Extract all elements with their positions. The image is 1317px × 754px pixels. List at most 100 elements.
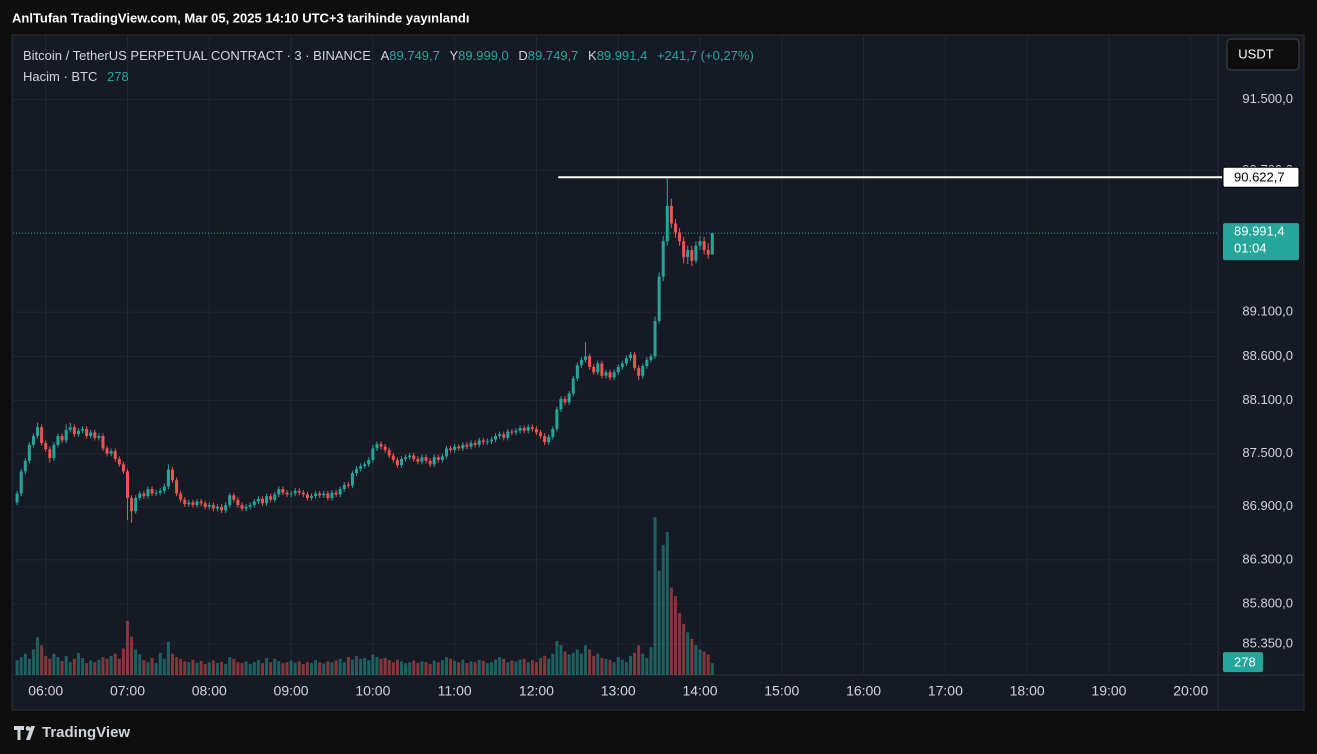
volume-bar <box>530 660 534 675</box>
candle-body <box>428 460 432 465</box>
volume-bar <box>350 659 354 675</box>
volume-bar <box>669 587 673 675</box>
candle-body <box>289 493 293 495</box>
volume-bar <box>293 662 297 675</box>
volume-bar <box>661 544 665 675</box>
candle-body <box>383 446 387 451</box>
volume-bar <box>27 658 31 675</box>
volume-bar <box>170 653 174 675</box>
change: +241,7 (+0,27%) <box>656 48 754 63</box>
candle-body <box>285 492 289 495</box>
volume-bar <box>191 659 195 675</box>
candle-body <box>322 493 326 496</box>
volume-bar <box>608 660 612 675</box>
candle-body <box>36 427 40 436</box>
candle-body <box>665 205 669 242</box>
x-tick-label: 19:00 <box>1091 683 1126 699</box>
candle-body <box>620 363 624 367</box>
volume-bar <box>256 660 260 675</box>
last-price-box <box>1223 223 1299 261</box>
volume-bar <box>665 532 669 675</box>
volume-bar <box>199 660 203 675</box>
candle-body <box>494 435 498 440</box>
volume-bar <box>612 662 616 675</box>
volume-bar <box>240 663 244 675</box>
volume-bar <box>334 660 338 675</box>
candle-body <box>76 430 80 435</box>
hline-label: 90.622,7 <box>1234 170 1285 185</box>
candle-body <box>604 372 608 376</box>
volume-bar <box>510 660 514 675</box>
candle-body <box>134 497 138 512</box>
candle-body <box>228 495 232 506</box>
x-tick-label: 09:00 <box>274 683 309 699</box>
candle-body <box>457 446 461 449</box>
candle-body <box>281 489 285 493</box>
volume-bar <box>567 654 571 675</box>
volume-bar <box>375 657 379 675</box>
volume-bar <box>620 659 624 675</box>
volume-bar <box>522 658 526 675</box>
volume-bar <box>224 663 228 675</box>
candle-body <box>40 427 44 444</box>
x-tick-label: 10:00 <box>355 683 390 699</box>
candle-body <box>473 443 477 445</box>
volume-bar <box>444 657 448 675</box>
volume-bar <box>469 661 473 675</box>
candle-body <box>543 435 547 443</box>
candle-body <box>371 448 375 460</box>
candle-body <box>649 356 653 360</box>
volume-bar <box>526 662 530 675</box>
volume-bar <box>596 653 600 675</box>
volume-bar <box>322 663 326 675</box>
volume-bar <box>551 653 555 675</box>
volume-bar <box>399 661 403 675</box>
volume-bar <box>277 660 281 675</box>
candle-body <box>252 501 256 506</box>
volume-bar <box>236 662 240 675</box>
volume-bar <box>109 655 113 675</box>
candle-body <box>461 444 465 449</box>
candle-body <box>305 494 309 498</box>
volume-bar <box>36 637 40 675</box>
currency-button[interactable] <box>1226 38 1300 71</box>
volume-bar <box>502 658 506 675</box>
candle-body <box>27 444 31 461</box>
candle-body <box>113 451 117 460</box>
volume-bar <box>616 657 620 675</box>
volume-bar <box>203 663 207 675</box>
hline-box <box>1222 166 1300 188</box>
volume-bar <box>412 660 416 675</box>
volume-bar <box>485 663 489 675</box>
volume-bar <box>416 663 420 675</box>
candle-body <box>138 493 142 498</box>
candle-body <box>314 493 318 497</box>
volume-bar <box>187 662 191 675</box>
candle-body <box>162 486 166 491</box>
candle-body <box>690 250 694 261</box>
ohlc-key: K <box>588 48 597 63</box>
candle-body <box>191 502 195 506</box>
candle-body <box>81 428 85 431</box>
candle-body <box>526 427 530 431</box>
volume-bar <box>420 661 424 675</box>
volume-bar <box>506 662 510 675</box>
candle-body <box>310 496 314 498</box>
volume-bar <box>314 660 318 675</box>
volume-bar <box>641 653 645 675</box>
volume-bar <box>571 652 575 675</box>
candle-body <box>669 205 673 224</box>
y-tick-label: 87.500,0 <box>1242 445 1293 460</box>
candle-body <box>510 431 514 433</box>
volume-bar <box>150 657 154 675</box>
candle-body <box>673 223 677 233</box>
volume-bar <box>363 657 367 675</box>
volume-bar <box>588 649 592 675</box>
x-tick-label: 12:00 <box>519 683 554 699</box>
volume-bar <box>52 653 56 675</box>
candle-body <box>15 493 19 503</box>
currency-label[interactable]: USDT <box>1238 46 1273 61</box>
candle-body <box>85 428 89 436</box>
candle-body <box>485 441 489 443</box>
candle-body <box>359 466 363 469</box>
